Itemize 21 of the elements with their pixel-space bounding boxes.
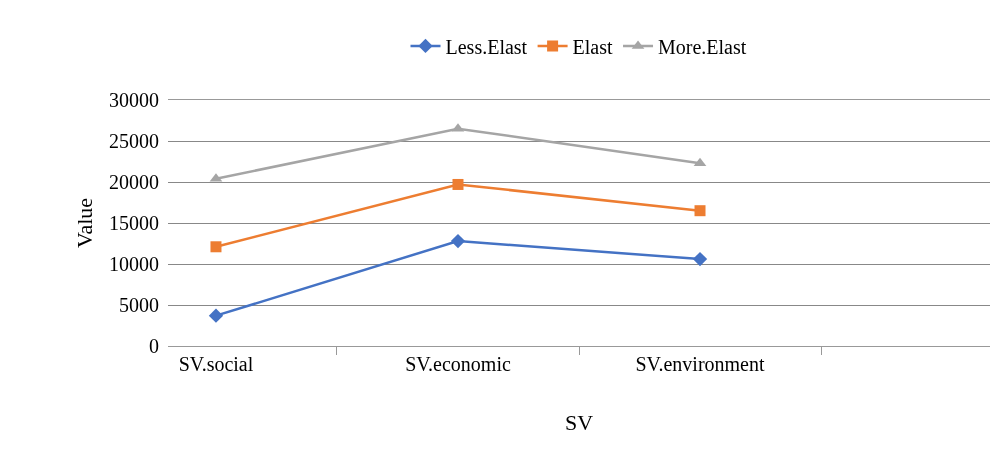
point [692,251,708,267]
y-axis-title: Value [71,197,97,249]
legend-label: Less.Elast [445,35,528,58]
y-tick-label: 30000 [109,89,159,111]
point [210,241,222,253]
x-tick-label: SV.environment [635,353,765,375]
point [694,205,706,217]
point [452,178,464,190]
x-axis-title: SV [564,409,594,435]
y-tick-label: 25000 [109,130,159,152]
x-tick-label: SV.economic [405,353,511,375]
y-tick-label: 0 [149,335,159,357]
y-tick-label: 10000 [109,253,159,275]
point [450,233,466,249]
y-tick-label: 5000 [119,294,159,316]
legend-label: Elast [572,35,614,58]
point [208,308,224,323]
legend-label: More.Elast [658,35,747,58]
x-tick-label: SV.social [178,353,254,375]
y-tick-label: 20000 [109,171,159,193]
y-tick-label: 15000 [109,212,159,234]
